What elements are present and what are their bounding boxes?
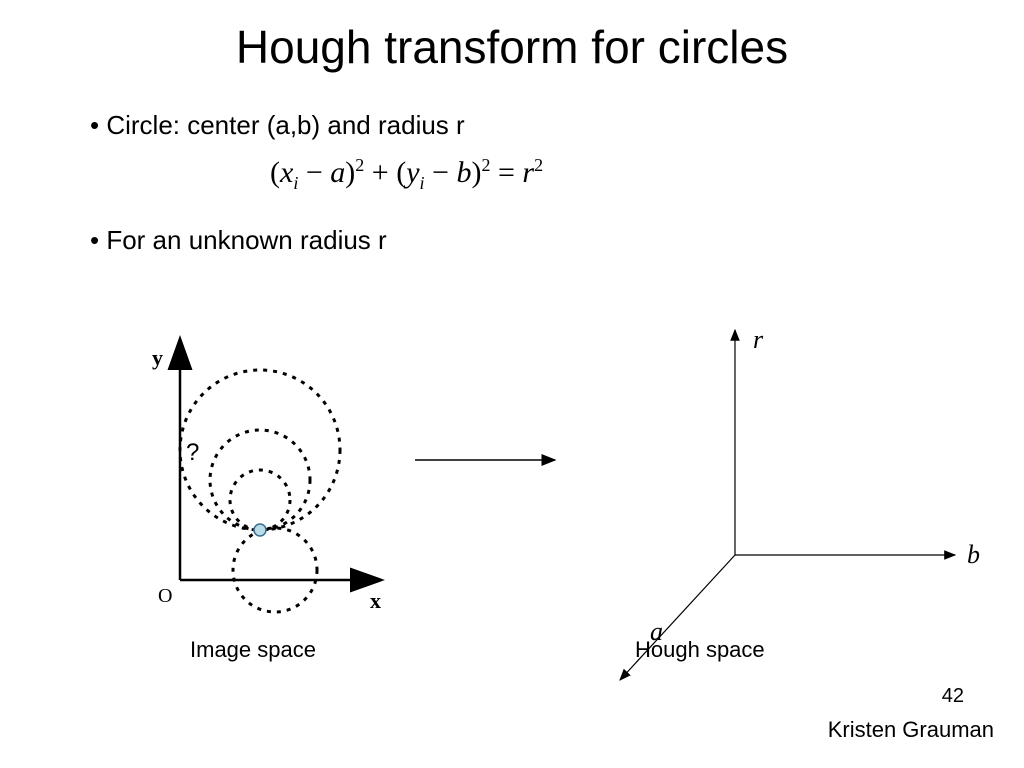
slide: Hough transform for circles Circle: cent… xyxy=(0,0,1024,768)
hough-space-diagram: rba xyxy=(620,325,980,680)
image-space-circle-0 xyxy=(180,370,340,530)
image-space-y-label: y xyxy=(152,345,163,370)
image-space-question: ? xyxy=(186,439,199,466)
image-space-x-label: x xyxy=(370,588,381,613)
image-space-caption: Image space xyxy=(190,637,316,663)
hough-b-label: b xyxy=(967,540,980,569)
hough-space-caption: Hough space xyxy=(635,637,765,663)
image-space-edge-point xyxy=(254,524,266,536)
image-space-circle-3 xyxy=(233,528,317,612)
hough-r-label: r xyxy=(753,325,764,354)
diagram-canvas: xyO? rba xyxy=(0,0,1024,768)
image-space-origin-label: O xyxy=(158,585,172,607)
image-space-circle-2 xyxy=(230,470,290,530)
author-credit: Kristen Grauman xyxy=(828,717,994,743)
image-space-circle-1 xyxy=(210,430,310,530)
image-space-diagram: x y O? xyxy=(152,340,381,613)
page-number: 42 xyxy=(942,685,964,708)
